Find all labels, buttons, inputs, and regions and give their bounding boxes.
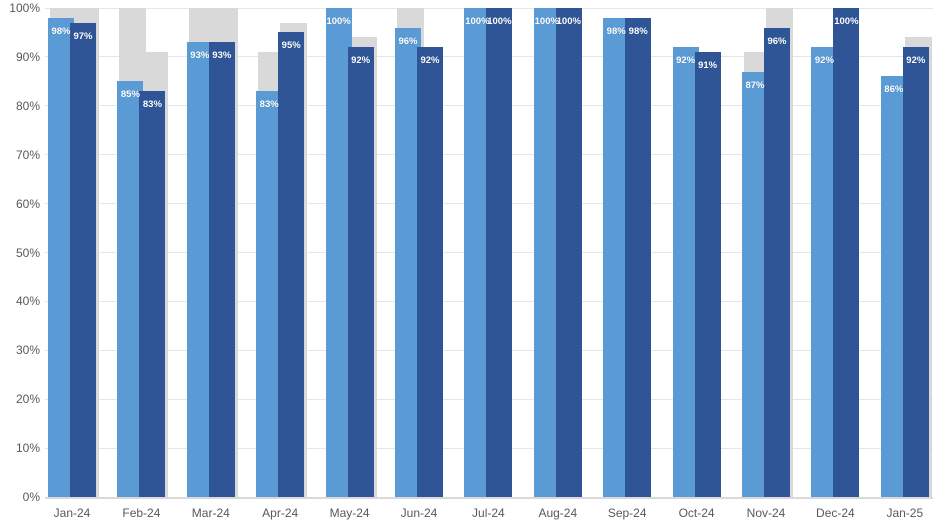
- bar-data-label: 98%: [51, 25, 71, 37]
- bar-data-label: 98%: [606, 25, 626, 37]
- bar-light-blue: [256, 91, 283, 497]
- bar-data-label: 92%: [420, 55, 440, 67]
- y-axis-tick-label: 90%: [15, 49, 40, 64]
- y-axis-tick-label: 40%: [15, 294, 40, 309]
- bar-data-label: 86%: [884, 84, 904, 96]
- bar-data-label: 100%: [487, 16, 512, 27]
- bar-data-label: 92%: [351, 55, 371, 67]
- bar-data-label: 92%: [676, 55, 696, 67]
- x-axis-tick-label: Jun-24: [400, 506, 438, 520]
- y-axis-tick-label: 20%: [15, 392, 40, 407]
- bar-light-blue: [395, 27, 421, 497]
- bar-light-blue: [672, 47, 699, 497]
- bar-data-label: 98%: [628, 25, 648, 37]
- y-axis-tick-label: 30%: [15, 343, 40, 358]
- bar-data-label: 100%: [326, 16, 351, 27]
- bar-data-label: 91%: [698, 60, 718, 71]
- bar-data-label: 100%: [556, 16, 581, 27]
- x-axis-tick-label: Jul-24: [472, 506, 505, 520]
- x-axis-tick-label: Sep-24: [607, 506, 647, 520]
- y-axis-tick-label: 50%: [15, 245, 40, 260]
- y-axis-tick-label: 80%: [15, 98, 40, 113]
- bar-light-blue: [603, 17, 630, 497]
- x-axis-tick-label: Jan-24: [53, 506, 91, 520]
- bar-data-label: 97%: [73, 30, 93, 42]
- bar-data-label: 83%: [142, 99, 162, 111]
- bar-dark-blue: [694, 52, 721, 497]
- bar-light-blue: [811, 47, 838, 497]
- bar-dark-blue: [555, 8, 582, 497]
- bar-data-label: 95%: [281, 40, 301, 52]
- y-axis-tick-label: 60%: [15, 196, 40, 211]
- bar-light-blue: [533, 8, 560, 497]
- bar-data-label: 92%: [906, 55, 926, 67]
- bar-dark-blue: [625, 17, 652, 497]
- x-axis-tick-label: Feb-24: [122, 506, 161, 520]
- bar-dark-blue: [486, 8, 513, 497]
- x-axis-tick-label: Oct-24: [678, 506, 715, 520]
- bar-dark-blue: [139, 91, 166, 497]
- x-axis-tick-label: Jan-25: [886, 506, 924, 520]
- y-axis-tick-label: 100%: [9, 1, 40, 15]
- x-axis-tick-label: May-24: [329, 506, 370, 520]
- bar-data-label: 100%: [834, 16, 859, 27]
- bar-data-label: 87%: [745, 79, 765, 91]
- bar-light-blue: [742, 71, 768, 497]
- x-axis-tick-label: Nov-24: [746, 506, 786, 520]
- bar-light-blue: [48, 17, 74, 497]
- bar-data-label: 93%: [212, 50, 232, 62]
- bar-dark-blue: [278, 32, 305, 497]
- bar-data-label: 83%: [259, 99, 279, 111]
- bar-data-label: 85%: [120, 89, 140, 101]
- bar-light-blue: [325, 8, 352, 497]
- x-axis-tick-label: Mar-24: [191, 506, 230, 520]
- x-axis-tick-label: Dec-24: [816, 506, 855, 520]
- bar-data-label: 96%: [767, 35, 787, 47]
- bar-light-blue: [186, 42, 213, 497]
- bar-data-label: 100%: [465, 16, 490, 27]
- bar-light-blue: [464, 8, 491, 497]
- bar-dark-blue: [347, 47, 374, 497]
- x-axis-line: [45, 497, 933, 499]
- y-axis-tick-label: 10%: [15, 441, 40, 456]
- bar-data-label: 96%: [398, 35, 418, 47]
- x-axis-tick-label: Aug-24: [538, 506, 578, 520]
- bar-data-label: 100%: [534, 16, 559, 27]
- bar-dark-blue: [417, 47, 443, 497]
- bar-light-blue: [880, 76, 907, 497]
- y-axis-tick-label: 0%: [22, 490, 40, 504]
- y-axis-tick-label: 70%: [15, 147, 40, 162]
- bar-dark-blue: [833, 8, 860, 497]
- bar-dark-blue: [764, 27, 790, 497]
- x-axis-tick-label: Apr-24: [262, 506, 299, 520]
- bar-dark-blue: [902, 47, 929, 497]
- bar-dark-blue: [208, 42, 235, 497]
- bar-light-blue: [117, 81, 144, 497]
- bar-data-label: 93%: [190, 50, 210, 62]
- bar-data-label: 92%: [814, 55, 834, 67]
- bar-dark-blue: [70, 22, 96, 497]
